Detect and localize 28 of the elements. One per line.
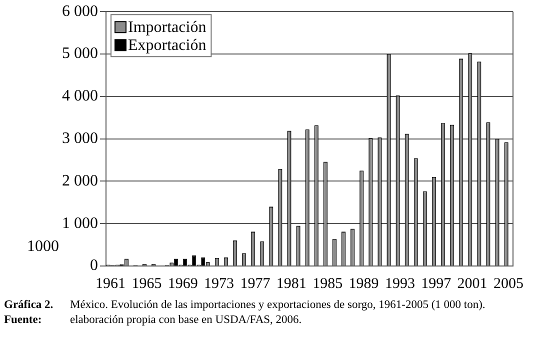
legend-label: Importación — [128, 18, 206, 36]
x-tick-label: 2001 — [457, 276, 488, 292]
y-tick-label: 4 000 — [62, 88, 98, 105]
text: México. Evolución de las importaciones y exportaciones de sorgo, 1961-2005 (1 000 ton). — [70, 298, 486, 313]
y-tick-label: 1 000 — [62, 214, 98, 232]
x-tick-label: 1997 — [421, 276, 452, 292]
text: 1000 — [27, 238, 59, 256]
y-tick-label: 5 000 — [62, 45, 98, 62]
legend-label: Exportación — [128, 36, 206, 54]
x-tick-label: 1965 — [132, 276, 162, 292]
bar — [192, 255, 196, 266]
y-tick-label: 2 000 — [62, 172, 98, 190]
x-tick-label: 1993 — [384, 276, 415, 292]
bar — [201, 258, 206, 266]
y-tick-label: 0 — [90, 257, 98, 274]
x-tick-label: 1969 — [168, 276, 198, 292]
y-tick-label: 6 000 — [62, 2, 98, 20]
x-tick-label: 1977 — [240, 276, 271, 292]
x-tick-label: 1981 — [276, 276, 306, 292]
source-note: Fuente: — [4, 313, 43, 328]
x-tick-label: 1973 — [204, 276, 234, 292]
y-tick-label: 3 000 — [62, 130, 98, 148]
text: elaboración propia con base en USDA/FAS, 2006. — [70, 313, 302, 328]
x-tick-label: 1961 — [96, 276, 126, 292]
x-tick-label: 1985 — [312, 276, 343, 292]
x-tick-label: 2005 — [493, 276, 524, 292]
x-tick-label: 1989 — [348, 276, 379, 292]
text: Gráfica 2. — [4, 298, 54, 313]
